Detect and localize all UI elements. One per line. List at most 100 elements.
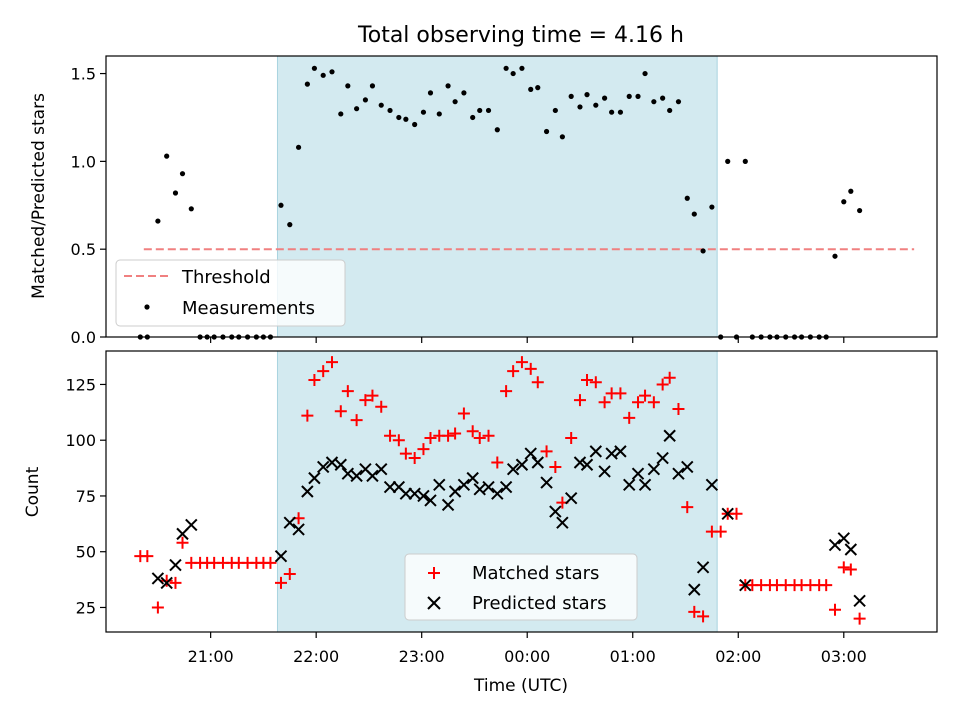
predicted-star-point	[185, 518, 198, 532]
matched-star-point	[688, 605, 701, 618]
measurement-points	[137, 65, 863, 340]
matched-star-point	[334, 405, 347, 418]
measurement-point	[503, 65, 509, 71]
predicted-star-point	[466, 471, 479, 485]
measurement-point	[362, 97, 369, 103]
matched-star-point	[457, 407, 470, 420]
measurement-point	[304, 81, 310, 87]
measurement-point	[179, 171, 186, 177]
matched-star-point	[632, 396, 645, 409]
measurement-point	[660, 95, 666, 101]
measurement-point	[651, 99, 657, 105]
y-tick-label: 50	[76, 543, 96, 562]
predicted-star-point	[408, 487, 421, 500]
predicted-star-point	[325, 456, 339, 469]
predicted-star-point	[506, 462, 520, 476]
ratio-highlight-span	[276, 55, 718, 338]
predicted-star-point	[549, 505, 562, 518]
matched-star-point	[540, 445, 553, 458]
predicted-star-point	[482, 480, 495, 494]
predicted-star-point	[688, 583, 701, 596]
predicted-star-point	[399, 487, 413, 500]
measurement-point	[311, 65, 318, 71]
matched-star-point	[417, 443, 430, 456]
predicted-star-point	[696, 561, 710, 574]
predicted-star-point	[457, 478, 471, 492]
matched-star-point	[264, 556, 277, 569]
measurement-point	[626, 93, 632, 99]
matched-star-point	[681, 501, 694, 514]
measurement-point	[287, 222, 293, 228]
ratio-legend-box	[115, 259, 346, 327]
predicted-star-point	[308, 471, 321, 485]
matched-star-point	[820, 579, 833, 592]
predicted-star-point	[647, 462, 661, 476]
chart-title: Total observing time = 4.16 h	[357, 23, 684, 48]
matched-star-point	[507, 365, 520, 378]
matched-star-point	[424, 431, 437, 444]
matched-star-point	[730, 507, 743, 520]
measurement-point	[329, 69, 335, 75]
matched-star-point	[598, 396, 611, 409]
matched-star-point	[663, 371, 676, 384]
ratio-legend: Threshold Measurements	[115, 259, 346, 327]
matched-star-point	[565, 431, 578, 444]
y-tick-label: 0.5	[71, 240, 96, 259]
measurement-point	[278, 202, 284, 208]
matched-star-point	[399, 447, 412, 460]
predicted-star-point	[441, 498, 455, 512]
predicted-star-point	[681, 460, 694, 474]
measurement-point	[709, 204, 715, 210]
measurement-point	[387, 107, 393, 114]
y-tick-label: 100	[65, 431, 96, 450]
y-tick-label: 125	[65, 375, 96, 394]
matched-star-point	[392, 434, 405, 447]
matched-star-point	[308, 373, 321, 386]
measurement-point	[477, 107, 483, 114]
measurement-point	[857, 207, 863, 214]
predicted-star-point	[705, 478, 719, 492]
measurement-point	[742, 158, 748, 164]
predicted-star-point	[564, 491, 578, 505]
matched-star-point	[500, 385, 513, 398]
predicted-star-point	[151, 572, 165, 585]
count-legend: Matched stars Predicted stars	[404, 553, 638, 621]
matched-star-point	[491, 456, 504, 469]
measurement-point	[725, 158, 731, 164]
predicted-star-point	[301, 485, 314, 498]
matched-star-point	[697, 610, 710, 623]
y-tick-label: 75	[76, 487, 96, 506]
matched-star-point	[828, 603, 841, 616]
predicted-star-point	[491, 487, 504, 500]
predicted-star-point	[828, 538, 842, 552]
matched-star-point	[647, 396, 660, 409]
matched-star-point	[623, 411, 636, 424]
x-tick-label: 01:00	[610, 647, 656, 666]
predicted-star-point	[580, 458, 594, 471]
measurement-point	[420, 109, 427, 115]
matched-star-point	[176, 536, 189, 549]
measurement-point	[593, 102, 599, 108]
matched-star-point	[442, 429, 455, 442]
predicted-star-point	[341, 467, 355, 480]
count-panel: 25 50 75 100 125 21:00 22:00 23:00 00:00 01:00 02…	[23, 350, 938, 696]
matched-star-point	[589, 376, 602, 389]
measurement-point	[378, 102, 384, 108]
matched-star-point	[375, 400, 388, 413]
matched-star-point	[466, 425, 479, 438]
matched-star-point	[408, 452, 421, 465]
predicted-star-point	[598, 465, 611, 478]
predicted-star-point	[573, 456, 587, 469]
predicted-star-point	[614, 445, 627, 458]
ratio-panel: 0.0 0.5 1.0 1.5 Matched/Predicted stars Thr…	[29, 55, 938, 347]
measurements-legend-swatch	[144, 304, 150, 310]
predicted-star-point	[417, 489, 430, 503]
predicted-star-point	[623, 478, 636, 492]
predicted-star-point	[473, 483, 486, 496]
matched-star-point	[714, 525, 727, 538]
predicted-star-point	[499, 480, 513, 494]
measurement-point	[609, 109, 615, 115]
predicted-star-point	[524, 447, 537, 460]
predicted-star-point	[844, 543, 858, 556]
